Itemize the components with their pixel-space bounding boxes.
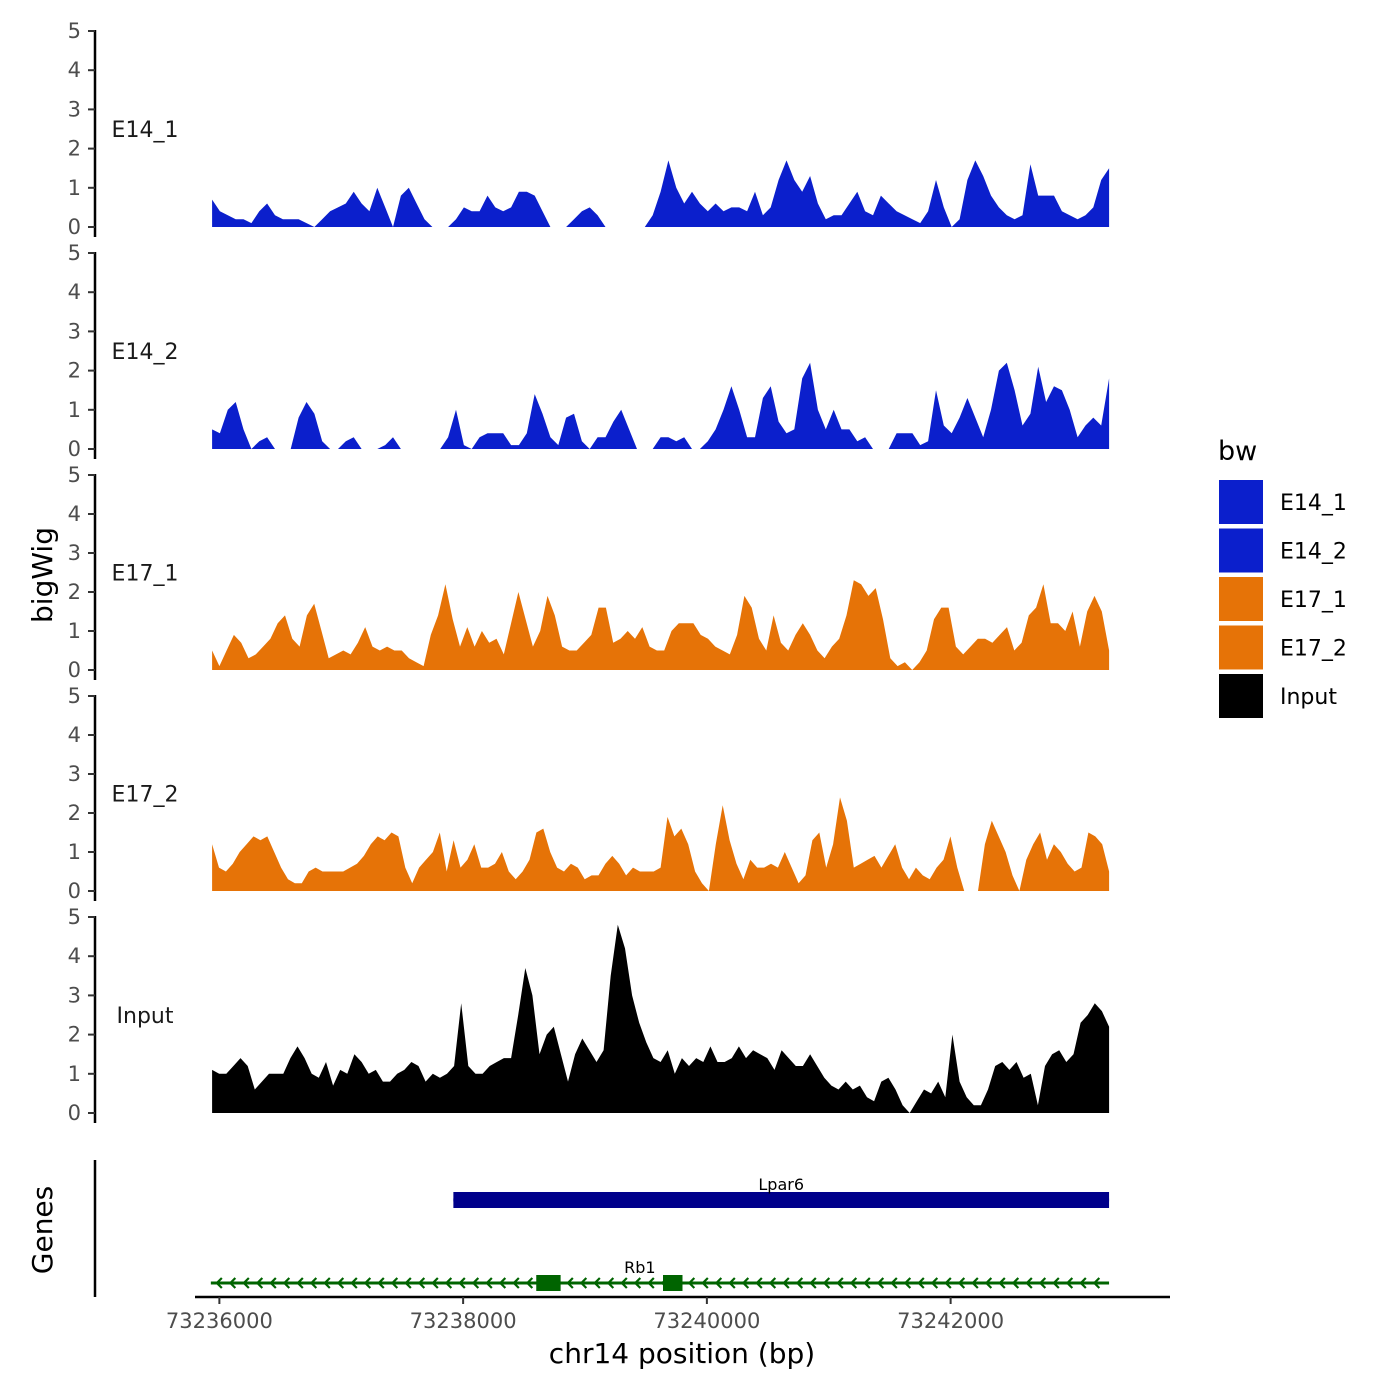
area-E17_2	[212, 797, 1110, 891]
legend-label: E14_1	[1280, 491, 1347, 516]
y-tick-label: 5	[68, 684, 81, 708]
legend-label: E14_2	[1280, 540, 1347, 565]
legend-item-E17_1: E17_1	[1219, 577, 1347, 621]
x-axis: 73236000 73238000 73240000 73242000	[166, 1295, 1170, 1333]
y-tick-label: 2	[68, 1023, 81, 1047]
legend-swatch	[1219, 577, 1263, 621]
y-tick-label: 1	[68, 1062, 81, 1086]
x-tick-label: 73242000	[897, 1309, 1004, 1333]
y-tick-label: 4	[68, 723, 81, 747]
y-tick-label: 0	[68, 437, 81, 461]
area-E14_2	[212, 362, 1110, 449]
y-tick-label: 2	[68, 359, 81, 383]
y-tick-label: 2	[68, 137, 81, 161]
y-tick-label: 0	[68, 879, 81, 903]
gene-label: Lpar6	[758, 1175, 804, 1194]
legend-item-Input: Input	[1219, 674, 1337, 718]
track-label: E17_1	[112, 562, 179, 587]
legend: bw E14_1 E14_2 E17_1 E17_2 Input	[1218, 436, 1347, 718]
track-E14_1: 0 1 2 3 4 5 E14_1	[68, 19, 1110, 239]
track-label: E14_2	[112, 340, 179, 365]
legend-title: bw	[1218, 436, 1257, 467]
track-label: E14_1	[112, 118, 179, 143]
exon	[536, 1275, 561, 1291]
y-tick-label: 1	[68, 176, 81, 200]
gene-track: Lpar6 Rb1	[93, 1160, 1110, 1297]
strand-arrows	[215, 1277, 1101, 1289]
y-tick-label: 4	[68, 58, 81, 82]
y-tick-label: 2	[68, 580, 81, 604]
track-Input: 0 1 2 3 4 5 Input	[68, 905, 1110, 1125]
area-Input	[212, 924, 1110, 1113]
y-tick-label: 3	[68, 541, 81, 565]
gene-Rb1: Rb1	[210, 1258, 1110, 1291]
track-E17_1: 0 1 2 3 4 5 E17_1	[68, 463, 1110, 682]
y-tick-label: 5	[68, 241, 81, 265]
legend-label: E17_2	[1280, 637, 1347, 662]
y-axis-title: bigWig	[26, 527, 59, 623]
legend-label: E17_1	[1280, 588, 1347, 613]
y-tick-label: 3	[68, 319, 81, 343]
legend-swatch	[1219, 480, 1263, 524]
y-tick-label: 4	[68, 502, 81, 526]
y-tick-label: 3	[68, 97, 81, 121]
legend-swatch	[1219, 528, 1263, 573]
y-tick-label: 3	[68, 762, 81, 786]
legend-item-E17_2: E17_2	[1219, 625, 1347, 670]
x-axis-title: chr14 position (bp)	[549, 1337, 815, 1370]
genes-axis-title: Genes	[26, 1186, 59, 1274]
gene-label: Rb1	[624, 1258, 655, 1277]
y-tick-label: 5	[68, 905, 81, 929]
y-tick-label: 0	[68, 658, 81, 682]
x-tick-label: 73236000	[166, 1309, 273, 1333]
y-tick-label: 5	[68, 463, 81, 487]
gene-Lpar6: Lpar6	[453, 1175, 1110, 1208]
x-tick-label: 73238000	[410, 1309, 517, 1333]
y-tick-label: 4	[68, 280, 81, 304]
area-E17_1	[212, 580, 1110, 670]
exon	[663, 1275, 683, 1291]
legend-item-E14_2: E14_2	[1219, 528, 1347, 573]
y-tick-label: 5	[68, 19, 81, 43]
track-E17_2: 0 1 2 3 4 5 E17_2	[68, 684, 1110, 903]
x-tick-label: 73240000	[653, 1309, 760, 1333]
y-tick-label: 4	[68, 944, 81, 968]
y-tick-label: 0	[68, 215, 81, 239]
y-tick-label: 3	[68, 983, 81, 1007]
exon	[453, 1192, 1110, 1208]
y-tick-label: 1	[68, 619, 81, 643]
y-tick-label: 0	[68, 1101, 81, 1125]
track-E14_2: 0 1 2 3 4 5 E14_2	[68, 241, 1110, 461]
y-tick-label: 2	[68, 801, 81, 825]
y-tick-label: 1	[68, 398, 81, 422]
legend-swatch	[1219, 625, 1263, 670]
area-E14_1	[212, 160, 1110, 227]
y-tick-label: 1	[68, 840, 81, 864]
signal-tracks: 0 1 2 3 4 5 E14_1 0 1 2 3 4 5 E14_2 0 1 2 3 4 5 E17_1 0 1 2 3 4 5 E…	[68, 19, 1110, 1125]
legend-swatch	[1219, 674, 1263, 718]
legend-label: Input	[1280, 685, 1337, 710]
track-label: E17_2	[112, 783, 179, 808]
legend-item-E14_1: E14_1	[1219, 480, 1347, 524]
track-label: Input	[117, 1004, 174, 1029]
